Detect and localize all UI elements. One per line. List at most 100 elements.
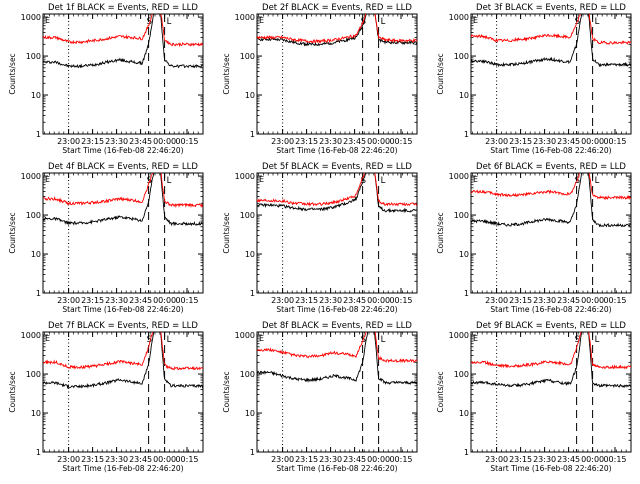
y-tick-label: 10	[459, 91, 469, 100]
x-tick-label: 23:00	[485, 137, 508, 146]
chart-title: Det 8f BLACK = Events, RED = LLD	[262, 321, 412, 331]
x-tick-label: 00:00	[153, 296, 176, 305]
chart-panel-8: Det 8f BLACK = Events, RED = LLD 1 10 100 10…	[222, 321, 418, 473]
chart-panel-6: Det 6f BLACK = Events, RED = LLD 1 10 100 10…	[436, 162, 632, 314]
marker-l: L	[595, 17, 600, 27]
y-tick-label: 1	[464, 448, 469, 457]
marker-s: S	[147, 335, 152, 345]
x-tick-label: 00:15	[175, 455, 198, 464]
x-tick-label: 23:15	[81, 455, 104, 464]
y-axis-label: Counts/sec	[436, 53, 445, 94]
series-events-line	[43, 14, 203, 69]
x-tick-label: 23:00	[57, 455, 80, 464]
y-tick-label: 100	[240, 211, 255, 220]
marker-e: E	[473, 175, 478, 184]
y-tick-label: 1	[464, 130, 469, 139]
series-events-line	[471, 14, 631, 68]
x-tick-label: 00:15	[389, 296, 412, 305]
y-tick-label: 10	[31, 250, 41, 259]
chart-panel-4: Det 4f BLACK = Events, RED = LLD 1 10 100 10…	[8, 162, 204, 314]
y-tick-label: 1	[250, 289, 255, 298]
x-tick-label: 00:15	[175, 296, 198, 305]
chart-panel-1: Det 1f BLACK = Events, RED = LLD 1 10 100 10…	[8, 3, 204, 155]
y-tick-label: 100	[454, 52, 469, 61]
y-tick-label: 1000	[21, 172, 41, 181]
x-tick-label: 23:45	[343, 296, 366, 305]
x-tick-label: 23:30	[105, 455, 128, 464]
series-events-line	[43, 173, 203, 227]
chart-title: Det 7f BLACK = Events, RED = LLD	[48, 321, 198, 331]
marker-l: L	[381, 17, 386, 27]
y-tick-label: 1000	[21, 13, 41, 22]
marker-s: S	[575, 335, 580, 345]
y-tick-label: 10	[245, 91, 255, 100]
y-tick-label: 100	[26, 52, 41, 61]
y-axis-label: Counts/sec	[222, 212, 231, 253]
x-tick-label: 23:45	[557, 137, 580, 146]
x-tick-label: 23:15	[509, 296, 532, 305]
y-tick-label: 10	[31, 409, 41, 418]
series-lld-line	[43, 14, 203, 48]
chart-panel-5: Det 5f BLACK = Events, RED = LLD 1 10 100 10…	[222, 162, 418, 314]
x-axis-label: Start Time (16-Feb-08 22:46:20)	[276, 305, 397, 314]
series-lld-line	[471, 173, 631, 201]
x-tick-label: 23:45	[129, 455, 152, 464]
x-tick-label: 00:15	[603, 296, 626, 305]
chart-panel-3: Det 3f BLACK = Events, RED = LLD 1 10 100 10…	[436, 3, 632, 155]
y-tick-label: 1	[250, 448, 255, 457]
plot-frame	[470, 13, 632, 135]
x-tick-label: 00:00	[581, 455, 604, 464]
x-tick-label: 00:15	[175, 137, 198, 146]
y-axis-label: Counts/sec	[436, 212, 445, 253]
y-axis-label: Counts/sec	[436, 371, 445, 412]
x-tick-label: 23:00	[271, 296, 294, 305]
x-tick-label: 23:30	[533, 455, 556, 464]
chart-panel-7: Det 7f BLACK = Events, RED = LLD 1 10 100 10…	[8, 321, 204, 473]
marker-e: E	[259, 175, 264, 184]
x-tick-label: 00:00	[367, 137, 390, 146]
y-tick-label: 1	[36, 448, 41, 457]
x-tick-label: 23:45	[129, 296, 152, 305]
x-tick-label: 00:15	[389, 137, 412, 146]
x-tick-label: 23:00	[57, 296, 80, 305]
x-tick-label: 23:15	[81, 137, 104, 146]
x-tick-label: 00:15	[603, 455, 626, 464]
marker-l: L	[381, 335, 386, 345]
x-axis-label: Start Time (16-Feb-08 22:46:20)	[62, 146, 183, 155]
x-tick-label: 23:45	[343, 137, 366, 146]
x-tick-label: 23:30	[105, 137, 128, 146]
x-axis-label: Start Time (16-Feb-08 22:46:20)	[276, 146, 397, 155]
x-tick-label: 23:15	[295, 296, 318, 305]
chart-title: Det 6f BLACK = Events, RED = LLD	[476, 162, 626, 172]
chart-title: Det 4f BLACK = Events, RED = LLD	[48, 162, 198, 172]
chart-title: Det 9f BLACK = Events, RED = LLD	[476, 321, 626, 331]
marker-e: E	[45, 175, 50, 184]
x-tick-label: 23:15	[295, 455, 318, 464]
marker-e: E	[473, 16, 478, 25]
chart-panel-2: Det 2f BLACK = Events, RED = LLD 1 10 100 10…	[222, 3, 418, 155]
y-tick-label: 1000	[235, 13, 255, 22]
x-axis-label: Start Time (16-Feb-08 22:46:20)	[62, 464, 183, 473]
plot-frame	[256, 172, 418, 294]
x-tick-label: 23:30	[533, 296, 556, 305]
series-events-line	[257, 173, 417, 214]
y-tick-label: 1	[250, 130, 255, 139]
x-axis-label: Start Time (16-Feb-08 22:46:20)	[276, 464, 397, 473]
marker-l: L	[595, 335, 600, 345]
y-tick-label: 100	[26, 370, 41, 379]
y-tick-label: 100	[454, 370, 469, 379]
plot-frame	[42, 331, 204, 453]
y-axis-label: Counts/sec	[8, 212, 17, 253]
series-lld-line	[257, 332, 417, 364]
x-tick-label: 23:45	[557, 296, 580, 305]
y-axis-label: Counts/sec	[222, 371, 231, 412]
plot-frame	[42, 13, 204, 135]
x-tick-label: 00:00	[367, 296, 390, 305]
plot-frame	[470, 172, 632, 294]
y-axis-label: Counts/sec	[8, 371, 17, 412]
y-tick-label: 10	[459, 250, 469, 259]
x-tick-label: 00:00	[153, 137, 176, 146]
x-tick-label: 23:45	[343, 455, 366, 464]
x-tick-label: 23:15	[81, 296, 104, 305]
y-tick-label: 10	[245, 250, 255, 259]
